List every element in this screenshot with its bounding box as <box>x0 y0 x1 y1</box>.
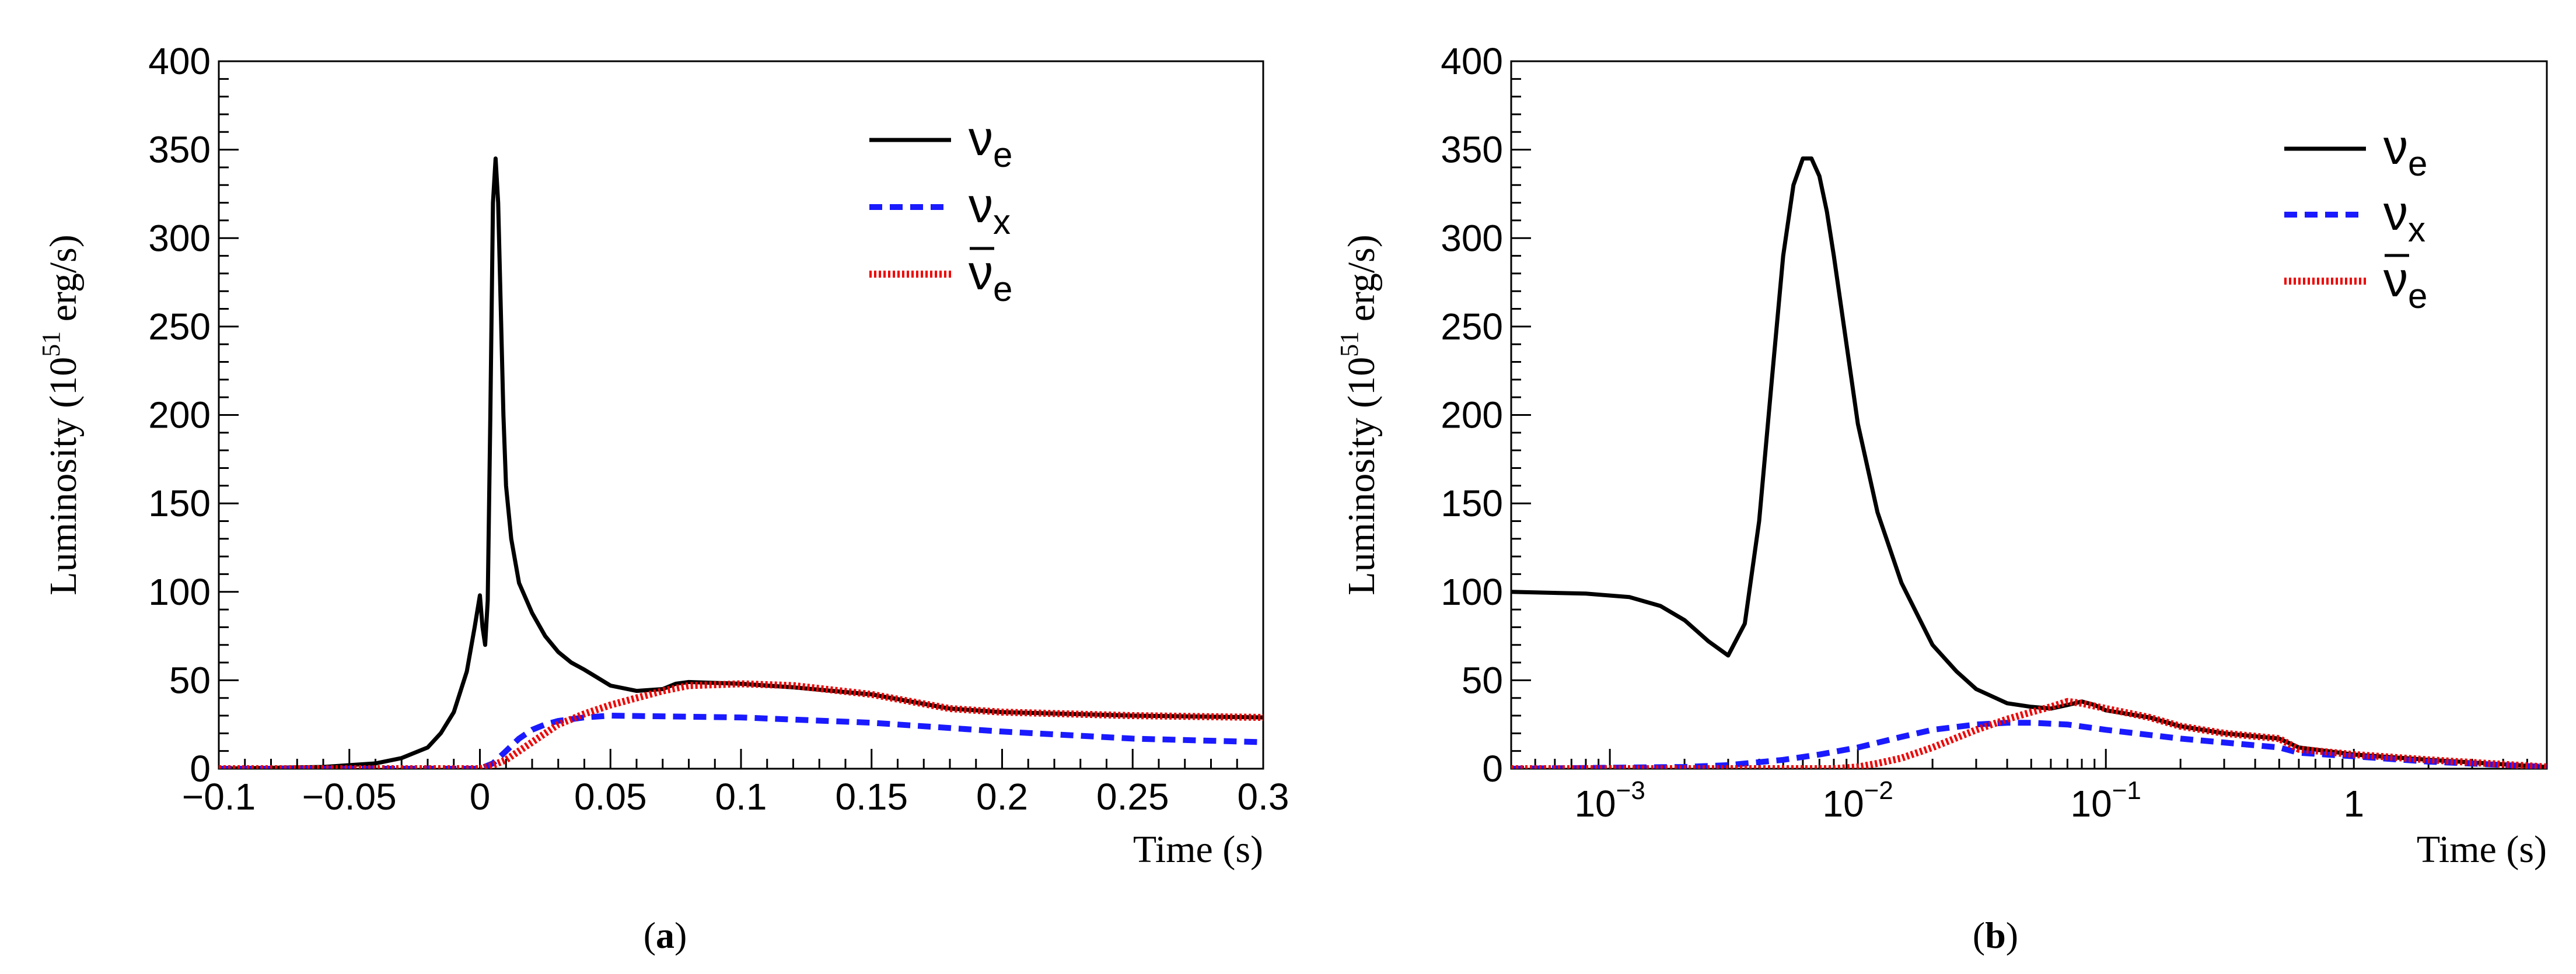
x-tick-label: 0.05 <box>574 776 647 818</box>
series-line-νe <box>1511 156 2547 769</box>
x-tick-label-base: 10 <box>2071 783 2112 825</box>
y-tick-label: 50 <box>1462 659 1503 701</box>
y-tick-label: 400 <box>1441 40 1503 82</box>
y-tick-label: 0 <box>1482 748 1503 790</box>
series-line-νe <box>219 156 1263 769</box>
panel-caption-letter: a <box>656 915 674 956</box>
y-tick-label: 150 <box>1441 482 1503 524</box>
x-tick-label: 10−2 <box>1822 776 1893 825</box>
legend-entry-symbol: ν <box>2383 185 2408 240</box>
x-axis-title: Time (s) <box>1133 828 1263 871</box>
y-tick-label: 50 <box>169 659 211 701</box>
series-line-νx <box>219 713 1263 769</box>
y-axis-title-prefix: Luminosity (10 <box>1340 357 1383 595</box>
legend-entry: νx <box>969 178 1011 241</box>
legend-entry: νe <box>969 245 1012 309</box>
panel-caption-close: ) <box>2006 915 2018 956</box>
panel-caption: (b) <box>1973 915 2018 956</box>
x-tick-label: 0 <box>470 776 491 818</box>
panel-caption-open: ( <box>644 915 656 956</box>
y-tick-label: 0 <box>190 748 211 790</box>
x-tick-label: 10−3 <box>1574 776 1645 825</box>
x-tick-label-base: 1 <box>2343 783 2364 825</box>
x-tick-label: 0.3 <box>1238 776 1289 818</box>
legend-entry-symbol: ν <box>969 111 993 166</box>
y-tick-label: 400 <box>148 40 211 82</box>
y-tick-label: 250 <box>148 306 211 348</box>
plot-frame <box>218 60 1264 770</box>
y-tick-label: 300 <box>148 217 211 259</box>
y-tick-label: 100 <box>148 571 211 613</box>
y-axis-title-prefix: Luminosity (10 <box>42 357 85 595</box>
y-tick-label: 200 <box>148 394 211 436</box>
legend-entry-subscript: x <box>993 202 1011 241</box>
x-tick-label-base: 10 <box>1822 783 1864 825</box>
x-tick-label: −0.1 <box>182 776 256 818</box>
legend-entry-symbol: ν <box>2383 120 2408 174</box>
series-group <box>1511 156 2547 769</box>
legend-entry-symbol: ν <box>2383 252 2408 307</box>
y-tick-label: 350 <box>148 129 211 171</box>
x-tick-label: 0.2 <box>976 776 1028 818</box>
y-tick-label: 350 <box>1441 129 1503 171</box>
series-line-νe-bar <box>1511 698 2547 769</box>
y-tick-label: 150 <box>148 482 211 524</box>
series-line-νe-bar <box>219 680 1263 769</box>
x-tick-label-exp: −1 <box>2112 776 2141 805</box>
x-tick-label-exp: −3 <box>1616 776 1645 805</box>
series-group <box>219 156 1263 769</box>
y-axis-title-suffix: erg/s) <box>1340 234 1383 331</box>
legend-entry-subscript: e <box>993 269 1012 309</box>
x-tick-label: 1 <box>2343 783 2364 825</box>
y-tick-label: 200 <box>1441 394 1503 436</box>
legend-entry: νx <box>2383 185 2425 249</box>
x-tick-label: 0.25 <box>1096 776 1169 818</box>
x-axis-title: Time (s) <box>2417 828 2547 871</box>
x-tick-label-exp: −2 <box>1864 776 1893 805</box>
x-tick-label: 0.1 <box>715 776 767 818</box>
legend-entry: νe <box>2383 252 2427 316</box>
x-tick-label-base: 10 <box>1574 783 1616 825</box>
x-tick-label: 0.15 <box>835 776 908 818</box>
x-tick-label: 10−1 <box>2071 776 2141 825</box>
chart-panel-a: 0 50 100 150 200 250 300 350 400 −0.1 −0.05 0 0.05 0.… <box>37 40 1289 956</box>
legend-entry-subscript: e <box>993 135 1012 174</box>
y-axis-title-exp: 51 <box>37 331 65 357</box>
y-axis-title-suffix: erg/s) <box>42 234 85 331</box>
panel-caption-open: ( <box>1973 915 1985 956</box>
y-axis-title-exp: 51 <box>1335 331 1364 357</box>
y-tick-label: 300 <box>1441 217 1503 259</box>
panel-caption: (a) <box>644 915 687 956</box>
legend-entry-subscript: e <box>2408 144 2427 183</box>
y-tick-label: 100 <box>1441 571 1503 613</box>
legend-entry-symbol: ν <box>969 245 993 300</box>
panel-caption-letter: b <box>1985 915 2006 956</box>
y-axis-title: Luminosity (1051 erg/s) <box>37 234 85 595</box>
legend-entry-subscript: x <box>2408 210 2425 249</box>
panel-caption-close: ) <box>674 915 687 956</box>
y-tick-label: 250 <box>1441 306 1503 348</box>
series-line-νx <box>1511 720 2547 769</box>
legend-entry: νe <box>969 111 1012 174</box>
y-axis-title: Luminosity (1051 erg/s) <box>1335 234 1383 595</box>
legend-entry-symbol: ν <box>969 178 993 233</box>
legend-entry-subscript: e <box>2408 276 2427 316</box>
legend-entry: νe <box>2383 120 2427 183</box>
x-tick-label: −0.05 <box>302 776 397 818</box>
